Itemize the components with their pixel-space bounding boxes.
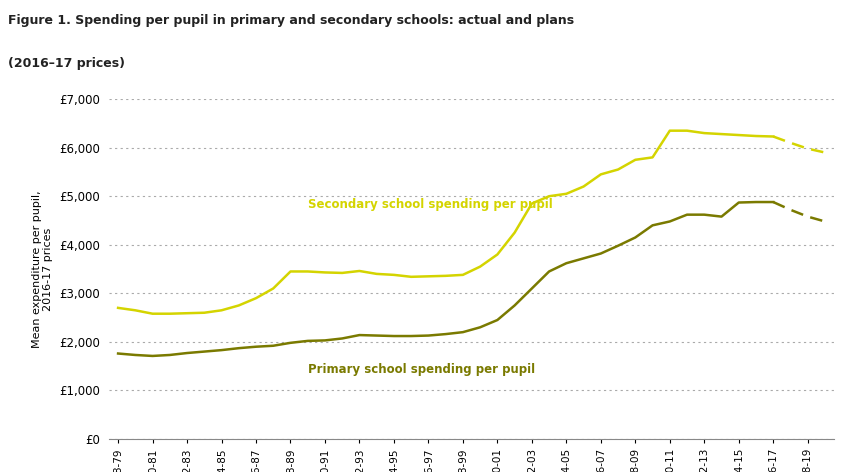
Text: Secondary school spending per pupil: Secondary school spending per pupil xyxy=(307,198,552,211)
Text: (2016–17 prices): (2016–17 prices) xyxy=(8,57,125,70)
Text: Primary school spending per pupil: Primary school spending per pupil xyxy=(307,363,535,376)
Text: Figure 1. Spending per pupil in primary and secondary schools: actual and plans: Figure 1. Spending per pupil in primary … xyxy=(8,14,574,27)
Y-axis label: Mean expenditure per pupil,
2016-17 prices: Mean expenditure per pupil, 2016-17 pric… xyxy=(32,190,53,348)
